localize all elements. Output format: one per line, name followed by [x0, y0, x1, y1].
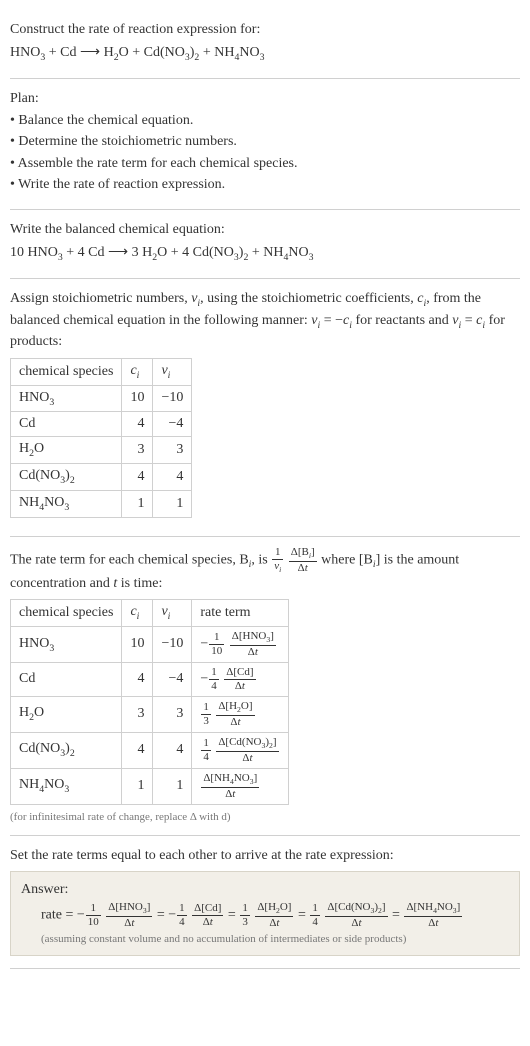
coeff-h2o: 3 [132, 245, 143, 260]
vi-cell: 4 [153, 732, 192, 768]
section-final: Set the rate terms equal to each other t… [10, 836, 520, 969]
table-header-row: chemical species ci νi rate term [11, 600, 289, 627]
species-cell: NH4NO3 [11, 490, 122, 517]
assign-paragraph: Assign stoichiometric numbers, νi, using… [10, 289, 520, 352]
plus-sym-2: + [167, 245, 182, 260]
ci-cell: 4 [122, 732, 153, 768]
rateterm-text-e: is time: [117, 576, 162, 591]
vi-cell: 1 [153, 768, 192, 804]
col-ci: ci [122, 358, 153, 385]
infinitesimal-note: (for infinitesimal rate of change, repla… [10, 811, 520, 823]
section-plan: Plan: • Balance the chemical equation. •… [10, 79, 520, 210]
unbalanced-equation: HNO3 + Cd ⟶ H2O + Cd(NO3)2 + NH4NO3 [10, 42, 520, 65]
ci-cell: 3 [122, 696, 153, 732]
assign-text-b: , using the stoichiometric coefficients, [200, 291, 417, 306]
col-vi: νi [153, 600, 192, 627]
ci-cell: 4 [122, 464, 153, 491]
species-cell: Cd [11, 412, 122, 437]
plan-bullet-4: • Write the rate of reaction expression. [10, 175, 520, 195]
vi-cell: −10 [153, 627, 192, 663]
table-row: Cd(NO3)2 4 4 [11, 464, 192, 491]
species-cell: H2O [11, 437, 122, 464]
species-cell: HNO3 [11, 385, 122, 412]
vi-cell: −10 [153, 385, 192, 412]
col-species: chemical species [11, 358, 122, 385]
vi-cell: 1 [153, 490, 192, 517]
rateterm-cell: 14 Δ[Cd(NO3)2]Δt [192, 732, 288, 768]
prompt-line: Construct the rate of reaction expressio… [10, 20, 520, 40]
table-row: Cd 4 −4 [11, 412, 192, 437]
table-row: HNO3 10 −10 [11, 385, 192, 412]
table-row: Cd 4 −4 −14 Δ[Cd]Δt [11, 662, 289, 696]
rate-text: rate [41, 908, 62, 923]
assign-text-a: Assign stoichiometric numbers, [10, 291, 191, 306]
ci-cell: 10 [122, 385, 153, 412]
species-cell: HNO3 [11, 627, 122, 663]
rateterm-table: chemical species ci νi rate term HNO3 10… [10, 599, 289, 804]
balanced-label: Write the balanced chemical equation: [10, 220, 520, 240]
ci-cell: 1 [122, 768, 153, 804]
assign-text-d: for reactants and [352, 313, 452, 328]
ci-cell: 3 [122, 437, 153, 464]
rateterm-text-b: , is [251, 552, 271, 567]
species-cell: Cd(NO3)2 [11, 464, 122, 491]
vi-cell: 3 [153, 437, 192, 464]
col-ci: ci [122, 600, 153, 627]
rateterm-cell: 13 Δ[H2O]Δt [192, 696, 288, 732]
plan-bullet-3: • Assemble the rate term for each chemic… [10, 154, 520, 174]
plus-sym-3: + [248, 245, 263, 260]
frac-1-over-vi: 1νi [272, 547, 283, 574]
col-species: chemical species [11, 600, 122, 627]
table-row: Cd(NO3)2 4 4 14 Δ[Cd(NO3)2]Δt [11, 732, 289, 768]
section-rateterm: The rate term for each chemical species,… [10, 537, 520, 836]
ci-cell: 1 [122, 490, 153, 517]
answer-note: (assuming constant volume and no accumul… [21, 933, 509, 945]
arrow-icon: ⟶ [108, 243, 128, 259]
col-rateterm: rate term [192, 600, 288, 627]
coeff-cdno32: 4 [182, 245, 193, 260]
ci-cell: 10 [122, 627, 153, 663]
table-header-row: chemical species ci νi [11, 358, 192, 385]
ci-cell: 4 [122, 412, 153, 437]
rateterm-text-c: where [B [321, 552, 373, 567]
table-row: H2O 3 3 [11, 437, 192, 464]
rateterm-cell: Δ[NH4NO3]Δt [192, 768, 288, 804]
frac-dBi-dt: Δ[Bi]Δt [289, 547, 317, 574]
vi-cell: 3 [153, 696, 192, 732]
final-instruction: Set the rate terms equal to each other t… [10, 846, 520, 866]
vi-cell: −4 [153, 412, 192, 437]
plan-bullet-2: • Determine the stoichiometric numbers. [10, 132, 520, 152]
table-row: HNO3 10 −10 −110 Δ[HNO3]Δt [11, 627, 289, 663]
balanced-equation: 10 HNO3 + 4 Cd ⟶ 3 H2O + 4 Cd(NO3)2 + NH… [10, 242, 520, 265]
plan-title: Plan: [10, 89, 520, 109]
vi-cell: −4 [153, 662, 192, 696]
rateterm-text-a: The rate term for each chemical species,… [10, 552, 249, 567]
answer-box: Answer: rate = −110 Δ[HNO3]Δt = −14 Δ[Cd… [10, 871, 520, 956]
species-cell: Cd(NO3)2 [11, 732, 122, 768]
vi-cell: 4 [153, 464, 192, 491]
table-row: H2O 3 3 13 Δ[H2O]Δt [11, 696, 289, 732]
section-balanced: Write the balanced chemical equation: 10… [10, 210, 520, 279]
species-cell: H2O [11, 696, 122, 732]
rateterm-cell: −14 Δ[Cd]Δt [192, 662, 288, 696]
plan-bullet-1: • Balance the chemical equation. [10, 111, 520, 131]
table-row: NH4NO3 1 1 [11, 490, 192, 517]
rateterm-paragraph: The rate term for each chemical species,… [10, 547, 520, 593]
col-vi: νi [153, 358, 192, 385]
section-prompt: Construct the rate of reaction expressio… [10, 10, 520, 79]
answer-label: Answer: [21, 882, 509, 898]
plus-sym: + [63, 245, 78, 260]
section-assign: Assign stoichiometric numbers, νi , using… [10, 279, 520, 537]
coeff-hno3: 10 [10, 245, 28, 260]
ci-cell: 4 [122, 662, 153, 696]
stoich-table: chemical species ci νi HNO3 10 −10 Cd 4 … [10, 358, 192, 518]
table-row: NH4NO3 1 1 Δ[NH4NO3]Δt [11, 768, 289, 804]
species-cell: Cd [11, 662, 122, 696]
rate-expression: rate = −110 Δ[HNO3]Δt = −14 Δ[Cd]Δt = 13… [21, 902, 509, 929]
coeff-cd: 4 [78, 245, 89, 260]
species-cell: NH4NO3 [11, 768, 122, 804]
rateterm-cell: −110 Δ[HNO3]Δt [192, 627, 288, 663]
